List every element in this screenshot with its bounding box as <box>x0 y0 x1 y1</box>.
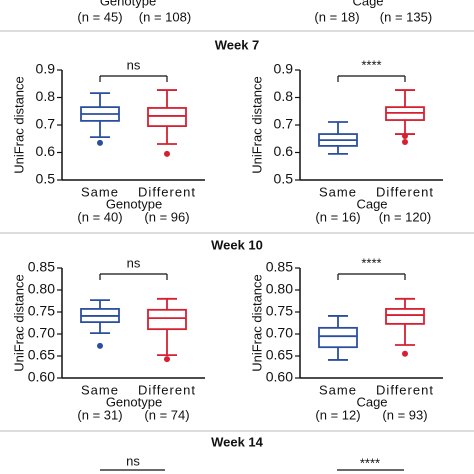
top-xlabel: Genotype <box>100 0 156 8</box>
y-tick-label: 0.85 <box>28 259 55 275</box>
outlier <box>97 342 103 349</box>
y-tick-label: 0.8 <box>36 88 56 104</box>
x-tick-label: Different <box>138 382 196 397</box>
outlier <box>164 356 170 363</box>
y-tick-label: 0.65 <box>266 347 293 363</box>
x-axis-label: Genotype <box>106 394 162 409</box>
y-tick-label: 0.60 <box>28 369 55 385</box>
y-axis-label: UniFrac distance <box>249 274 264 372</box>
section-title: Week 10 <box>211 237 263 252</box>
significance: ns <box>127 255 141 270</box>
y-tick-label: 0.85 <box>266 259 293 275</box>
top-xlabel: Cage <box>352 0 383 8</box>
top-n-label: (n = 135) <box>380 9 432 24</box>
y-tick-label: 0.8 <box>274 88 294 104</box>
x-tick-label: Different <box>376 382 434 397</box>
y-tick-label: 0.7 <box>36 116 56 132</box>
outlier <box>97 139 103 146</box>
significance: **** <box>361 57 381 72</box>
n-label: (n = 31) <box>77 407 122 422</box>
outlier <box>402 139 408 146</box>
y-axis-label: UniFrac distance <box>11 76 26 174</box>
outlier <box>402 350 408 357</box>
y-tick-label: 0.70 <box>266 325 293 341</box>
y-tick-label: 0.60 <box>266 369 293 385</box>
n-label: (n = 96) <box>144 209 189 224</box>
box <box>385 308 425 325</box>
x-tick-label: Same <box>81 382 119 397</box>
n-label: (n = 93) <box>382 407 427 422</box>
n-label: (n = 40) <box>77 209 122 224</box>
n-label: (n = 74) <box>144 407 189 422</box>
outlier <box>164 150 170 157</box>
outlier <box>402 133 408 139</box>
y-tick-label: 0.7 <box>274 116 294 132</box>
section-title: Week 14 <box>211 434 264 449</box>
x-axis-label: Genotype <box>106 196 162 211</box>
section-title: Week 7 <box>215 37 260 52</box>
y-tick-label: 0.80 <box>28 281 55 297</box>
top-n-label: (n = 18) <box>314 9 359 24</box>
x-axis-label: Cage <box>356 196 387 211</box>
y-tick-label: 0.5 <box>36 171 56 187</box>
y-tick-label: 0.9 <box>36 61 56 77</box>
box <box>147 107 187 127</box>
n-label: (n = 12) <box>315 407 360 422</box>
x-tick-label: Same <box>81 184 119 199</box>
y-tick-label: 0.6 <box>36 143 56 159</box>
x-tick-label: Different <box>138 184 196 199</box>
significance: **** <box>361 255 381 270</box>
significance: ns <box>126 453 140 468</box>
n-label: (n = 120) <box>379 209 431 224</box>
box <box>318 326 358 349</box>
significance: **** <box>360 455 380 470</box>
y-axis-label: UniFrac distance <box>11 274 26 372</box>
significance: ns <box>127 57 141 72</box>
n-label: (n = 16) <box>315 209 360 224</box>
top-n-label: (n = 45) <box>77 9 122 24</box>
y-tick-label: 0.6 <box>274 143 294 159</box>
y-tick-label: 0.75 <box>28 303 55 319</box>
box <box>147 308 187 331</box>
x-tick-label: Different <box>376 184 434 199</box>
top-n-label: (n = 108) <box>139 9 191 24</box>
y-axis-label: UniFrac distance <box>249 76 264 174</box>
y-tick-label: 0.75 <box>266 303 293 319</box>
x-tick-label: Same <box>319 184 357 199</box>
x-tick-label: Same <box>319 382 357 397</box>
x-axis-label: Cage <box>356 394 387 409</box>
y-tick-label: 0.9 <box>274 61 294 77</box>
y-tick-label: 0.5 <box>274 171 294 187</box>
y-tick-label: 0.65 <box>28 347 55 363</box>
y-tick-label: 0.80 <box>266 281 293 297</box>
y-tick-label: 0.70 <box>28 325 55 341</box>
